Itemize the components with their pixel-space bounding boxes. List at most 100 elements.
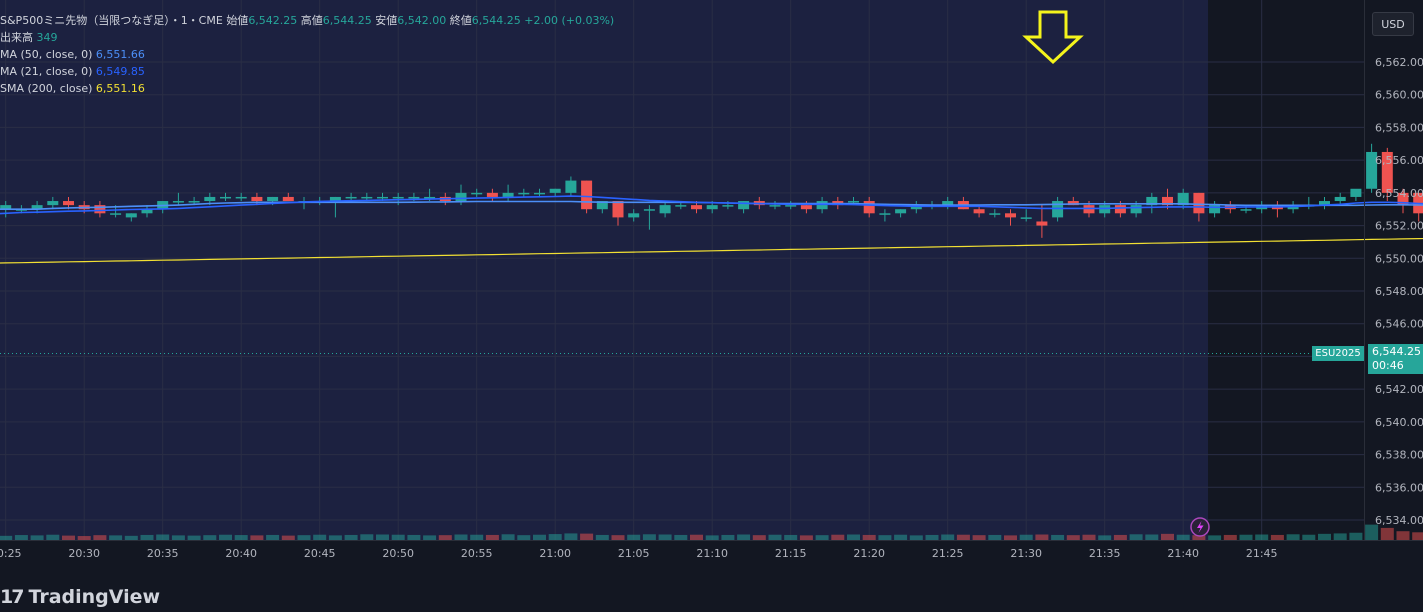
candle[interactable] (879, 209, 891, 222)
candle[interactable] (785, 201, 797, 210)
alert-button[interactable] (1190, 517, 1210, 537)
candle[interactable] (345, 192, 357, 202)
candle[interactable] (471, 188, 483, 197)
candle[interactable] (94, 201, 106, 218)
open-value: 6,542.25 (248, 14, 298, 27)
candle[interactable] (549, 188, 561, 197)
candle[interactable] (125, 213, 137, 222)
candle[interactable] (47, 196, 59, 210)
price-tick-label: 6,556.00 (1375, 154, 1423, 167)
volume-bar (1270, 534, 1284, 540)
volume-bar (501, 534, 515, 540)
candle[interactable] (863, 196, 875, 218)
candle[interactable] (612, 201, 624, 226)
currency-button[interactable]: USD (1372, 12, 1414, 36)
candle[interactable] (895, 209, 907, 218)
candle[interactable] (486, 188, 498, 202)
candle[interactable] (1177, 188, 1189, 210)
candle-body (1193, 192, 1205, 214)
candle[interactable] (31, 201, 43, 214)
candle-body (125, 213, 137, 218)
time-tick-label: 20:40 (225, 547, 257, 560)
high-label: 高値 (300, 14, 323, 27)
ma21-label: MA (21, close, 0) (0, 65, 93, 78)
candle-body (879, 213, 891, 215)
candle[interactable] (989, 209, 1001, 218)
price-tick-label: 6,562.00 (1375, 56, 1423, 69)
candle-body (534, 192, 545, 195)
candle[interactable] (141, 205, 153, 218)
candle[interactable] (910, 201, 922, 214)
candle[interactable] (643, 205, 655, 230)
volume-bar (234, 535, 248, 540)
legend-ohlc-row: S&P500ミニ先物（当限つなぎ足）・1・CME 始値6,542.25 高値6,… (0, 12, 614, 29)
candle[interactable] (628, 209, 640, 222)
candle[interactable] (1319, 196, 1330, 210)
candle-body (1083, 205, 1095, 214)
ma50-value: 6,551.66 (95, 48, 145, 61)
price-tick-label: 6,554.00 (1375, 187, 1423, 200)
candle[interactable] (973, 205, 985, 218)
candle[interactable] (565, 176, 577, 197)
time-axis[interactable]: 20:25 20:30 20:35 20:40 20:45 20:50 20:55 21:00… (0, 540, 1423, 561)
moving-averages (0, 195, 1423, 215)
candle[interactable] (1381, 147, 1393, 202)
candle-body (251, 196, 263, 202)
symbol-title[interactable]: S&P500ミニ先物（当限つなぎ足）・1・CME (0, 14, 223, 27)
volume-bar (595, 534, 609, 540)
price-tick-label: 6,536.00 (1375, 481, 1423, 494)
candle[interactable] (172, 192, 184, 206)
candle[interactable] (1036, 205, 1048, 238)
legend-ma50-row[interactable]: MA (50, close, 0) 6,551.66 (0, 46, 614, 63)
price-tick-label: 6,540.00 (1375, 416, 1423, 429)
price-tick-label: 6,534.00 (1375, 514, 1423, 527)
candle[interactable] (220, 192, 231, 202)
candle[interactable] (534, 188, 545, 197)
candle[interactable] (1366, 143, 1378, 193)
volume-bar (266, 534, 280, 540)
price-chart[interactable]: 6,534.00 6,536.00 6,538.00 6,540.00 6,542.00… (0, 0, 1423, 568)
candle[interactable] (659, 201, 671, 218)
candle-body (895, 209, 907, 214)
sma200-label: SMA (200, close) (0, 82, 93, 95)
candle[interactable] (235, 192, 247, 202)
legend-volume-row[interactable]: 出来高 349 (0, 29, 614, 46)
candle-body (848, 201, 859, 203)
legend-sma200-row[interactable]: SMA (200, close) 6,551.16 (0, 80, 614, 97)
candle[interactable] (942, 196, 954, 210)
time-tick-label: 20:30 (68, 547, 100, 560)
candle[interactable] (1209, 201, 1221, 218)
price-tick-label: 6,558.00 (1375, 121, 1423, 134)
volume-bar (187, 535, 201, 540)
candle[interactable] (596, 201, 608, 214)
volume-bar (344, 534, 358, 540)
candle[interactable] (502, 184, 514, 202)
candle[interactable] (1334, 192, 1346, 206)
candle[interactable] (1052, 196, 1064, 222)
time-tick-label: 21:30 (1010, 547, 1042, 560)
volume-bar (1365, 524, 1379, 540)
candle-body (0, 205, 12, 210)
volume-bar (328, 535, 342, 540)
volume-bar (878, 535, 892, 540)
last-price-value: 6,544.25 (1372, 345, 1421, 358)
candle[interactable] (1162, 188, 1173, 210)
volume-bar (281, 535, 295, 540)
candle[interactable] (1020, 209, 1032, 222)
candle[interactable] (1397, 188, 1409, 214)
candle[interactable] (816, 196, 828, 214)
volume-bar (721, 534, 735, 540)
legend-ma21-row[interactable]: MA (21, close, 0) 6,549.85 (0, 63, 614, 80)
candle-body (235, 196, 247, 199)
volume-bar (956, 534, 970, 540)
candle[interactable] (1005, 209, 1016, 226)
price-tick-label: 6,550.00 (1375, 252, 1423, 265)
candle[interactable] (1350, 188, 1362, 202)
candle[interactable] (518, 188, 530, 197)
candle[interactable] (282, 192, 294, 202)
volume-bar (815, 535, 829, 540)
time-tick-label: 21:15 (775, 547, 807, 560)
volume-bar (219, 534, 232, 540)
tradingview-logo[interactable]: 17 TradingView (0, 586, 160, 608)
candle[interactable] (769, 201, 781, 210)
